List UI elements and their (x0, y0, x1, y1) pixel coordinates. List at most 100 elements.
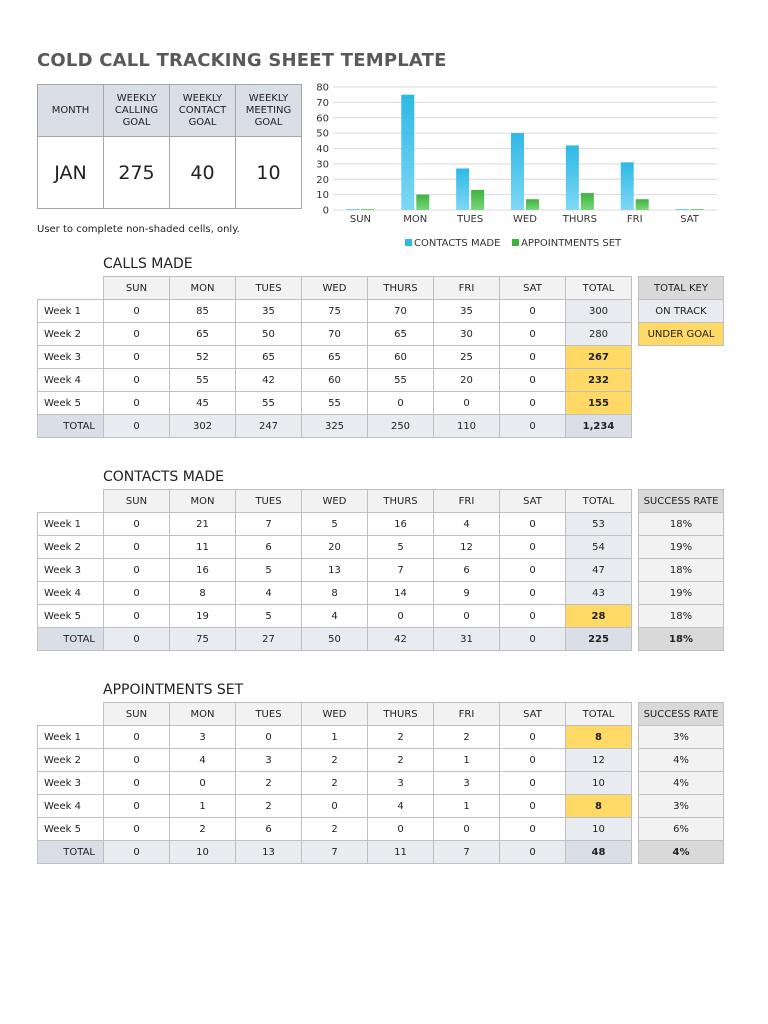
cell-input[interactable]: 55 (169, 368, 236, 392)
cell-input[interactable]: 2 (367, 725, 434, 749)
cell-input[interactable]: 0 (103, 391, 170, 415)
cell-input[interactable]: 25 (433, 345, 500, 369)
cell-input[interactable]: 45 (169, 391, 236, 415)
cell-input[interactable]: 20 (433, 368, 500, 392)
cell-input[interactable]: 8 (301, 581, 368, 605)
cell-input[interactable]: 4 (367, 794, 434, 818)
cell-input[interactable]: 0 (103, 512, 170, 536)
cell-input[interactable]: 7 (235, 512, 302, 536)
cell-input[interactable]: 2 (169, 817, 236, 841)
cell-input[interactable]: 3 (169, 725, 236, 749)
cell-input[interactable]: 4 (235, 581, 302, 605)
cell-input[interactable]: 60 (301, 368, 368, 392)
cell-input[interactable]: 0 (103, 558, 170, 582)
cell-input[interactable]: 0 (433, 604, 500, 628)
cell-input[interactable]: 0 (499, 771, 566, 795)
cell-input[interactable]: 0 (367, 391, 434, 415)
cell-input[interactable]: 2 (235, 794, 302, 818)
cell-input[interactable]: 0 (103, 581, 170, 605)
cell-input[interactable]: 65 (169, 322, 236, 346)
goal-meeting-input[interactable]: 10 (235, 136, 302, 209)
cell-input[interactable]: 0 (103, 794, 170, 818)
cell-input[interactable]: 2 (301, 748, 368, 772)
cell-input[interactable]: 30 (433, 322, 500, 346)
cell-input[interactable]: 55 (301, 391, 368, 415)
cell-input[interactable]: 75 (301, 299, 368, 323)
cell-input[interactable]: 5 (301, 512, 368, 536)
cell-input[interactable]: 6 (433, 558, 500, 582)
cell-input[interactable]: 0 (499, 391, 566, 415)
cell-input[interactable]: 16 (169, 558, 236, 582)
cell-input[interactable]: 14 (367, 581, 434, 605)
goal-contact-input[interactable]: 40 (169, 136, 236, 209)
cell-input[interactable]: 0 (433, 391, 500, 415)
cell-input[interactable]: 2 (301, 817, 368, 841)
cell-input[interactable]: 0 (367, 817, 434, 841)
cell-input[interactable]: 9 (433, 581, 500, 605)
cell-input[interactable]: 1 (433, 794, 500, 818)
cell-input[interactable]: 11 (169, 535, 236, 559)
cell-input[interactable]: 3 (367, 771, 434, 795)
cell-input[interactable]: 0 (169, 771, 236, 795)
cell-input[interactable]: 0 (103, 771, 170, 795)
cell-input[interactable]: 6 (235, 817, 302, 841)
cell-input[interactable]: 16 (367, 512, 434, 536)
cell-input[interactable]: 1 (169, 794, 236, 818)
cell-input[interactable]: 0 (499, 535, 566, 559)
cell-input[interactable]: 35 (433, 299, 500, 323)
cell-input[interactable]: 7 (367, 558, 434, 582)
cell-input[interactable]: 2 (433, 725, 500, 749)
cell-input[interactable]: 3 (433, 771, 500, 795)
cell-input[interactable]: 12 (433, 535, 500, 559)
cell-input[interactable]: 70 (301, 322, 368, 346)
cell-input[interactable]: 0 (103, 604, 170, 628)
cell-input[interactable]: 13 (301, 558, 368, 582)
cell-input[interactable]: 0 (499, 368, 566, 392)
cell-input[interactable]: 0 (103, 748, 170, 772)
cell-input[interactable]: 0 (103, 817, 170, 841)
cell-input[interactable]: 65 (301, 345, 368, 369)
cell-input[interactable]: 0 (301, 794, 368, 818)
cell-input[interactable]: 55 (235, 391, 302, 415)
cell-input[interactable]: 0 (103, 299, 170, 323)
cell-input[interactable]: 42 (235, 368, 302, 392)
cell-input[interactable]: 0 (103, 725, 170, 749)
cell-input[interactable]: 20 (301, 535, 368, 559)
cell-input[interactable]: 70 (367, 299, 434, 323)
cell-input[interactable]: 35 (235, 299, 302, 323)
cell-input[interactable]: 0 (103, 345, 170, 369)
cell-input[interactable]: 0 (499, 345, 566, 369)
cell-input[interactable]: 0 (433, 817, 500, 841)
cell-input[interactable]: 0 (103, 368, 170, 392)
cell-input[interactable]: 0 (367, 604, 434, 628)
cell-input[interactable]: 55 (367, 368, 434, 392)
cell-input[interactable]: 0 (499, 794, 566, 818)
goal-calling-input[interactable]: 275 (103, 136, 170, 209)
cell-input[interactable]: 85 (169, 299, 236, 323)
cell-input[interactable]: 0 (103, 535, 170, 559)
cell-input[interactable]: 5 (235, 604, 302, 628)
cell-input[interactable]: 2 (301, 771, 368, 795)
cell-input[interactable]: 0 (499, 581, 566, 605)
cell-input[interactable]: 0 (499, 817, 566, 841)
cell-input[interactable]: 0 (235, 725, 302, 749)
goal-month-input[interactable]: JAN (37, 136, 104, 209)
cell-input[interactable]: 6 (235, 535, 302, 559)
cell-input[interactable]: 4 (169, 748, 236, 772)
cell-input[interactable]: 21 (169, 512, 236, 536)
cell-input[interactable]: 60 (367, 345, 434, 369)
cell-input[interactable]: 0 (499, 748, 566, 772)
cell-input[interactable]: 3 (235, 748, 302, 772)
cell-input[interactable]: 0 (499, 604, 566, 628)
cell-input[interactable]: 0 (499, 558, 566, 582)
cell-input[interactable]: 5 (235, 558, 302, 582)
cell-input[interactable]: 8 (169, 581, 236, 605)
cell-input[interactable]: 0 (499, 299, 566, 323)
cell-input[interactable]: 0 (499, 322, 566, 346)
cell-input[interactable]: 52 (169, 345, 236, 369)
cell-input[interactable]: 2 (235, 771, 302, 795)
cell-input[interactable]: 0 (499, 725, 566, 749)
cell-input[interactable]: 19 (169, 604, 236, 628)
cell-input[interactable]: 0 (103, 322, 170, 346)
cell-input[interactable]: 1 (301, 725, 368, 749)
